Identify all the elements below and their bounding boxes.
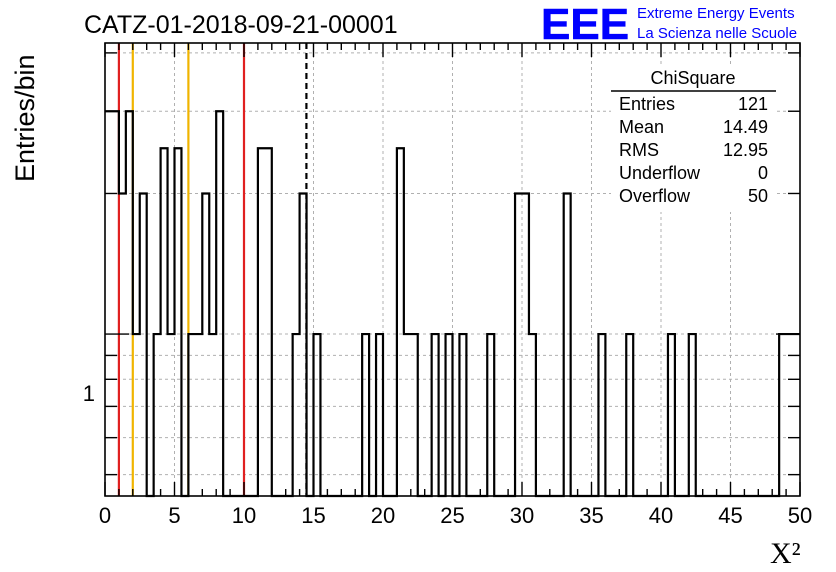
stats-value-mean: 14.49 — [723, 117, 768, 137]
stats-label-underflow: Underflow — [619, 163, 701, 183]
x-tick-label: 30 — [510, 503, 534, 528]
stats-label-rms: RMS — [619, 140, 659, 160]
eee-logo: EEE Extreme Energy Events La Scienza nel… — [541, 0, 797, 49]
stats-value-overflow: 50 — [748, 186, 768, 206]
eee-logo-line2: La Scienza nelle Scuole — [637, 25, 797, 42]
x-tick-label: 5 — [168, 503, 180, 528]
stats-box: ChiSquare Entries 121 Mean 14.49 RMS 12.… — [611, 66, 776, 212]
stats-value-underflow: 0 — [758, 163, 768, 183]
eee-logo-mark: EEE — [541, 0, 629, 49]
stats-box-title: ChiSquare — [650, 68, 735, 88]
x-tick-label: 35 — [579, 503, 603, 528]
stats-label-mean: Mean — [619, 117, 664, 137]
x-tick-label: 50 — [788, 503, 812, 528]
stats-label-entries: Entries — [619, 94, 675, 114]
x-tick-label: 0 — [99, 503, 111, 528]
x-axis-label: X² — [770, 537, 801, 570]
stats-value-rms: 12.95 — [723, 140, 768, 160]
x-tick-label: 20 — [371, 503, 395, 528]
chart-title: CATZ-01-2018-09-21-00001 — [84, 11, 398, 39]
x-tick-labels: 0 5 10 15 20 25 30 35 40 45 50 — [99, 503, 812, 528]
x-tick-label: 15 — [301, 503, 325, 528]
axis-ticks — [104, 43, 801, 496]
stats-label-overflow: Overflow — [619, 186, 691, 206]
x-tick-label: 25 — [440, 503, 464, 528]
y-axis-label: Entries/bin — [10, 54, 40, 182]
x-tick-label: 10 — [232, 503, 256, 528]
x-tick-label: 45 — [718, 503, 742, 528]
eee-logo-line1: Extreme Energy Events — [637, 5, 795, 22]
x-tick-label: 40 — [649, 503, 673, 528]
stats-value-entries: 121 — [738, 94, 768, 114]
y-tick-label: 1 — [83, 381, 95, 406]
